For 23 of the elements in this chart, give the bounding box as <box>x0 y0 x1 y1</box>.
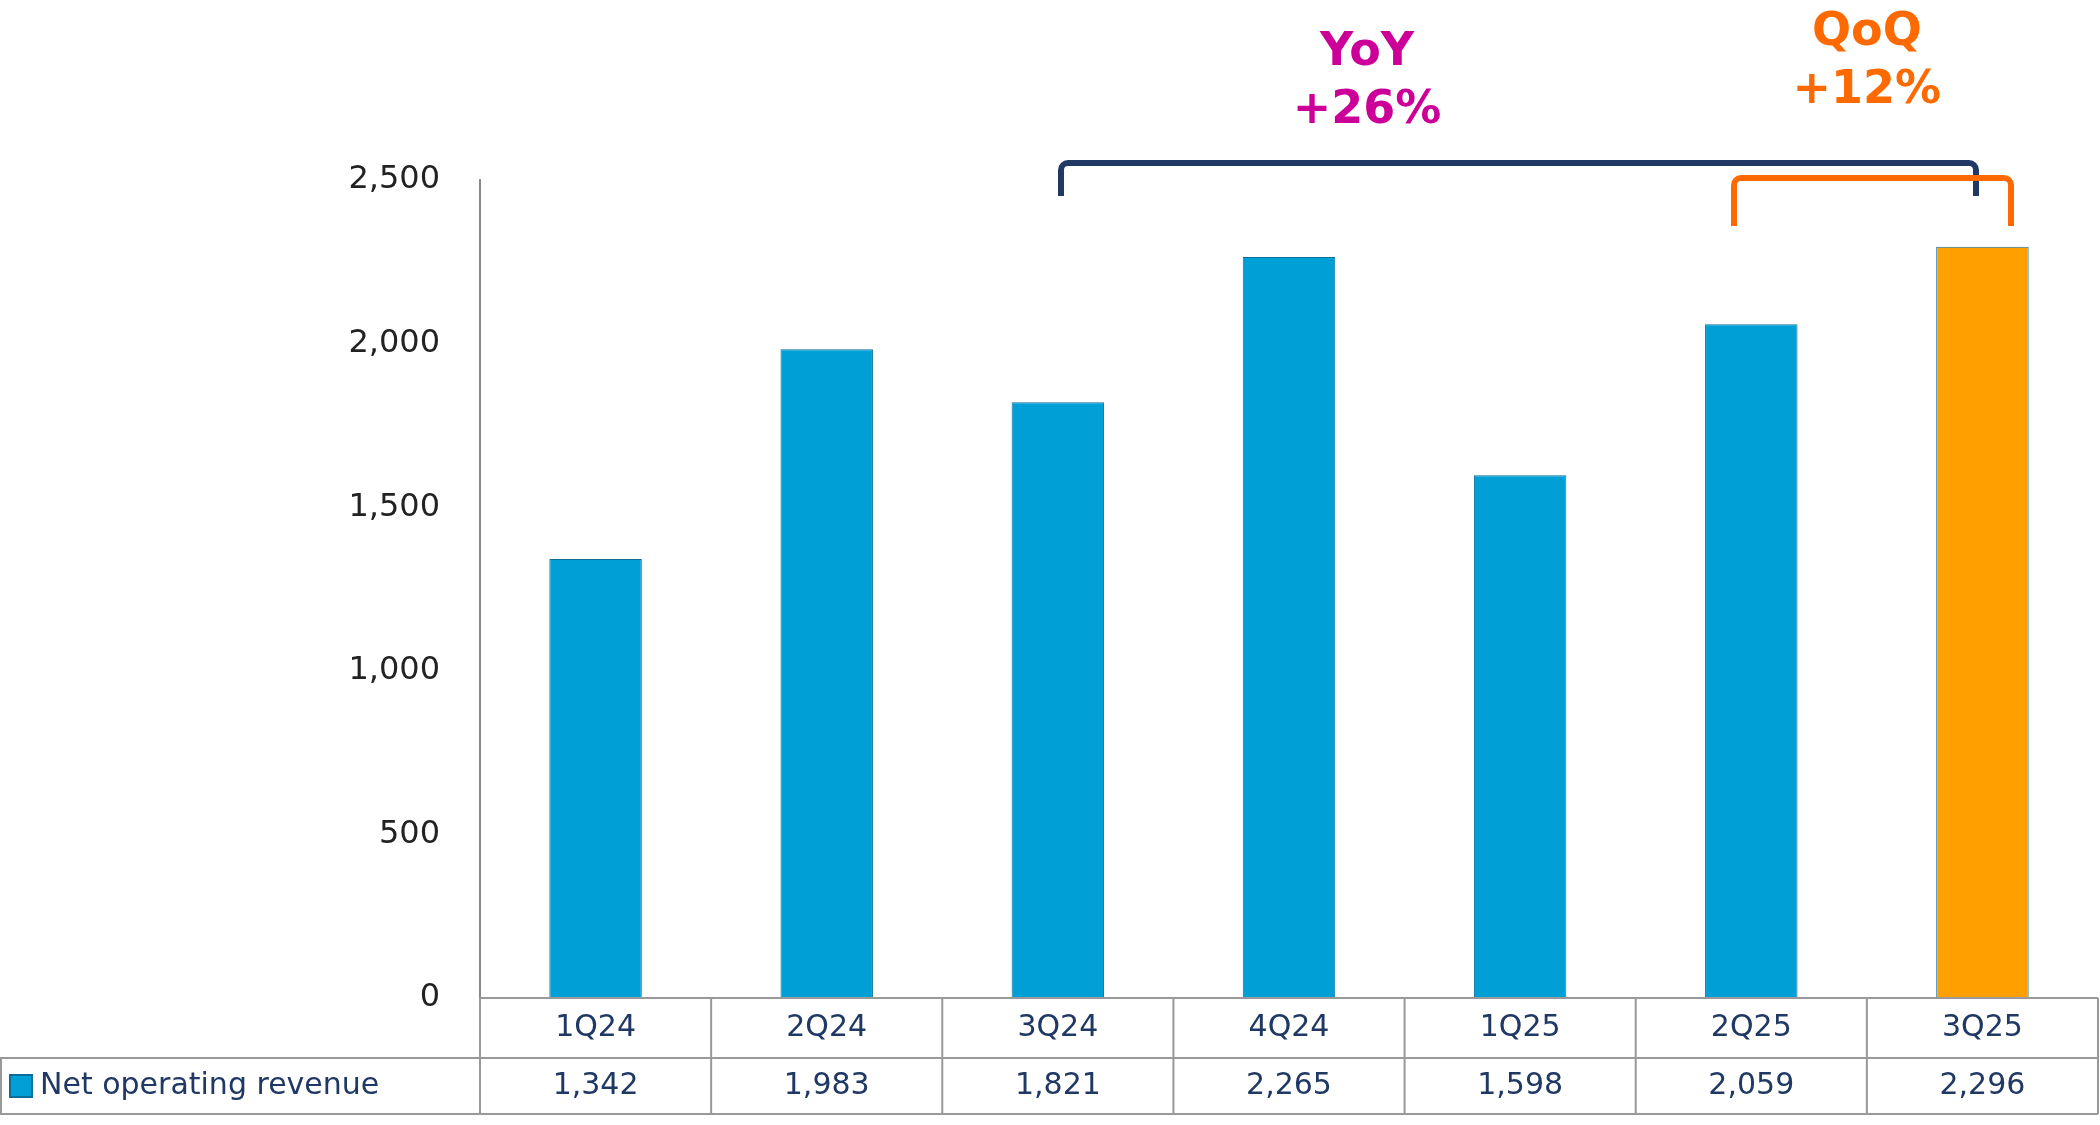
x-tick-label: 2Q25 <box>1710 1007 1792 1043</box>
text: 2,265 <box>1246 1065 1332 1101</box>
x-tick-label: 3Q24 <box>1017 1007 1099 1043</box>
text: 1,983 <box>783 1065 870 1101</box>
y-tick-label: 500 <box>378 812 440 851</box>
x-tick-label: 1Q25 <box>1479 1007 1561 1043</box>
text: 1,821 <box>1014 1065 1101 1101</box>
text: QoQ +12% <box>1792 1 1942 116</box>
x-tick-label: 2Q24 <box>786 1007 868 1043</box>
y-tick-label: 2,500 <box>348 158 440 197</box>
text: 2,059 <box>1708 1065 1795 1101</box>
y-tick-label: 1,500 <box>348 485 440 524</box>
text: 2,296 <box>1939 1065 2026 1101</box>
text: 1,342 <box>552 1065 639 1101</box>
text: YoY +26% <box>1292 21 1442 136</box>
x-tick-label: 1Q24 <box>555 1007 637 1043</box>
text: 1,598 <box>1477 1065 1564 1101</box>
y-tick-label: 1,000 <box>348 649 440 688</box>
y-tick-label: 2,000 <box>348 321 440 360</box>
x-tick-label: 4Q24 <box>1248 1007 1330 1043</box>
legend-label: Net operating revenue <box>40 1065 380 1101</box>
y-tick-label: 0 <box>419 976 440 1015</box>
x-tick-label: 3Q25 <box>1941 1007 2023 1043</box>
